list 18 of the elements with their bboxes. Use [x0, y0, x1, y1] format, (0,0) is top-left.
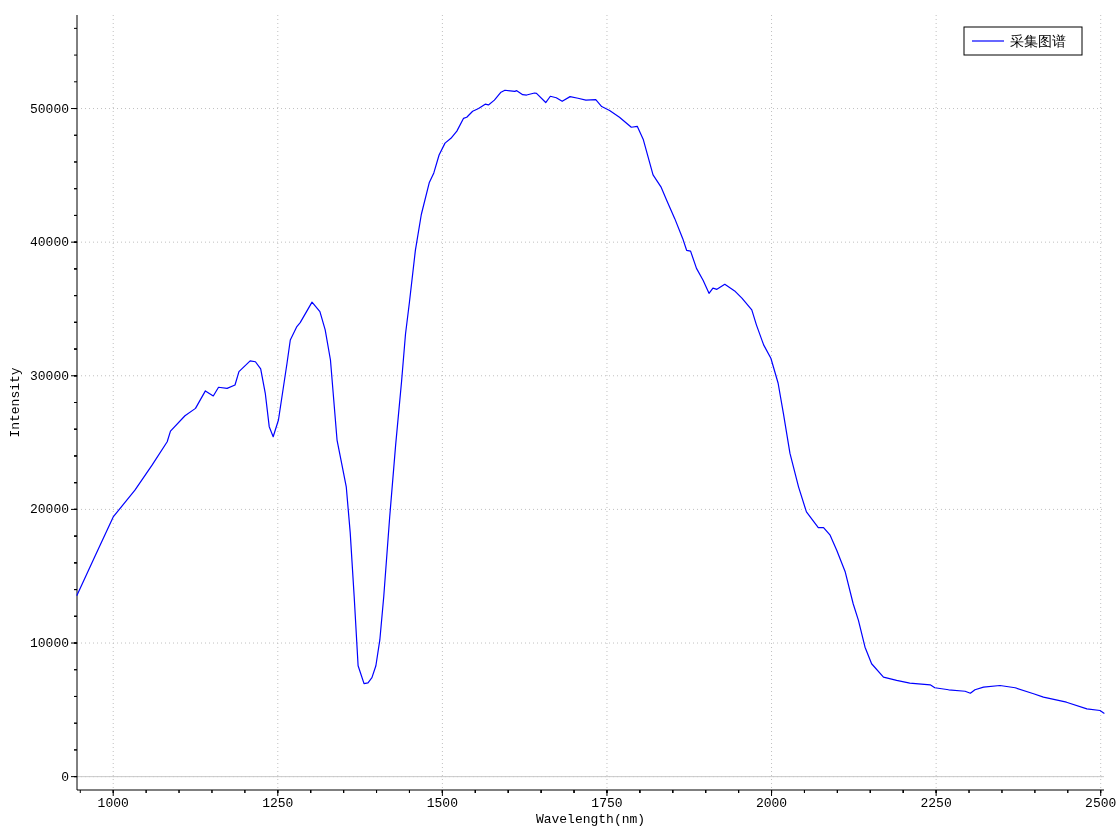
legend-label: 采集图谱: [1010, 33, 1066, 49]
y-tick-label: 0: [61, 769, 69, 785]
x-tick-label: 1750: [591, 796, 623, 811]
x-tick-label: 1000: [97, 796, 129, 811]
y-axis-title: Intensity: [8, 367, 23, 438]
x-tick-label: 2250: [920, 796, 952, 811]
y-tick-label: 20000: [29, 502, 69, 518]
x-axis-title: Wavelength(nm): [535, 812, 646, 827]
line-series: [76, 89, 1105, 714]
x-tick-label: 1250: [262, 796, 294, 811]
y-tick-label: 50000: [29, 101, 69, 117]
x-tick-label: 2500: [1085, 796, 1117, 811]
y-tick-label: 10000: [29, 636, 69, 652]
y-tick-label: 30000: [29, 368, 69, 384]
x-tick-label: 2000: [755, 796, 788, 811]
x-tick-label: 1500: [426, 796, 458, 811]
y-tick-label: 40000: [29, 235, 69, 251]
legend: 采集图谱: [963, 26, 1083, 56]
